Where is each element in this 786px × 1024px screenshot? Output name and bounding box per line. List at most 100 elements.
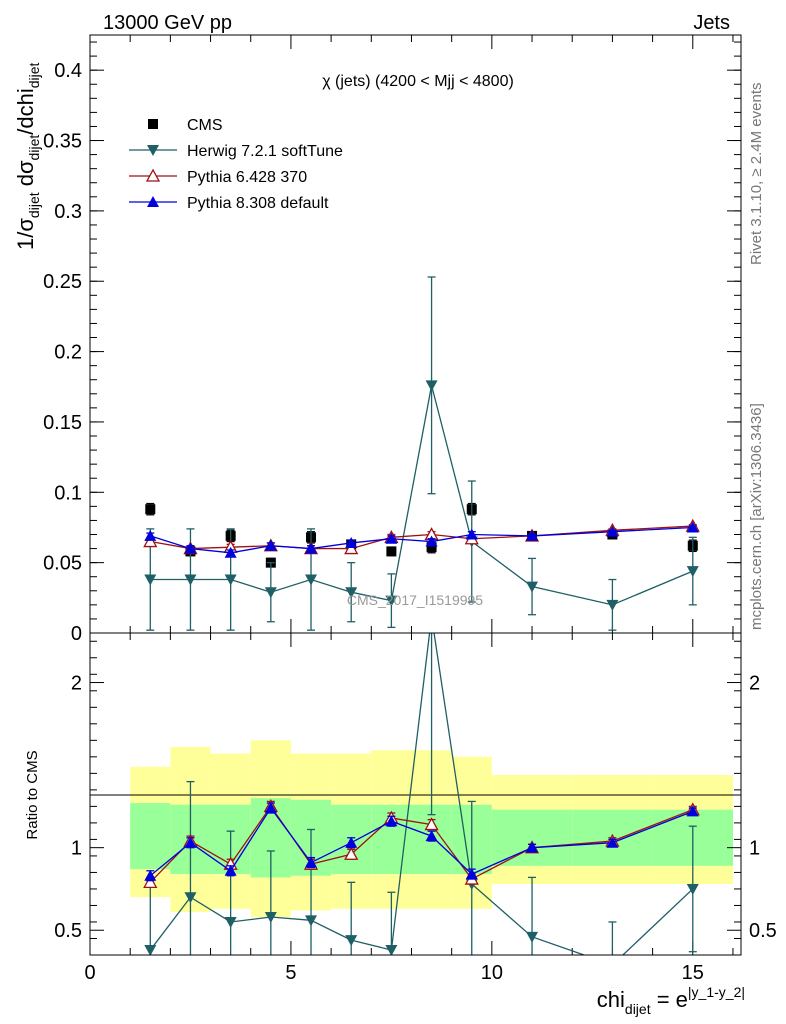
pythia-6-428-370-point (424, 817, 439, 831)
y-tick-label: 0.5 (54, 920, 82, 942)
herwig-7-2-1-softtune-point (426, 611, 438, 622)
pythia-8-308-default-point (425, 830, 438, 842)
herwig-7-2-1-softtune-line (149, 633, 694, 955)
pythia-8-308-default-point (305, 542, 318, 554)
herwig-7-2-1-softtune-point (606, 960, 618, 971)
y-tick-label: 0.2 (54, 342, 82, 364)
legend: CMS Herwig 7.2.1 softTune Pythia 6.428 370… (129, 117, 343, 212)
herwig-7-2-1-softtune-point (385, 595, 398, 607)
ratio-series (143, 611, 700, 971)
pythia-8-308-default-point (526, 841, 539, 853)
watermark: CMS_2017_I1519995 (347, 592, 483, 608)
herwig-7-2-1-softtune-point (224, 916, 237, 928)
header-right: Jets (693, 12, 730, 34)
legend-pythia-6-428-370-marker (145, 168, 161, 182)
band-inner-bin (491, 809, 573, 866)
pythia-8-308-default-point (385, 815, 398, 827)
herwig-7-2-1-softtune-point (305, 915, 318, 927)
pythia-8-308-default-point (224, 546, 237, 558)
pythia-8-308-default-point (686, 805, 699, 817)
main-y-axis-label: 1/σdijet dσdijet/dchidijet (13, 62, 42, 250)
main-panel: 0 0.05 0.1 0.15 0.2 0.25 0.3 0.35 0.4 χ (jets) (… (43, 34, 742, 645)
pythia-6-428-370-point (344, 541, 359, 555)
cms-point (426, 542, 437, 553)
herwig-7-2-1-softtune-point (264, 587, 277, 599)
pythia-8-308-default-point (465, 868, 478, 880)
herwig-7-2-1-softtune-point (606, 599, 619, 611)
y-tick-label: 0.4 (54, 60, 82, 82)
svg-text:chidijet = e|y_1-y_2|: chidijet = e|y_1-y_2| (597, 984, 745, 1017)
x-tick-label: 15 (682, 962, 704, 984)
pythia-8-308-default-point (606, 836, 619, 848)
herwig-7-2-1-softtune-line (150, 385, 694, 606)
pythia-8-308-default-point (465, 528, 478, 540)
pythia-8-308-default-point (345, 536, 358, 548)
legend-herwig-7-2-1-softtune-marker (147, 145, 159, 156)
mcplots-label: mcplots.cern.ch [arXiv:1306.3436] (748, 403, 765, 630)
rivet-label: Rivet 3.1.10, ≥ 2.4M events (748, 83, 765, 266)
pythia-8-308-default-line (149, 806, 694, 877)
herwig-7-2-1-softtune-point (184, 892, 197, 904)
main-series (143, 276, 700, 631)
herwig-7-2-1-softtune-point (305, 574, 318, 586)
y-tick-label-right: 1 (749, 838, 760, 860)
band-inner-bin (130, 803, 171, 870)
herwig-7-2-1-softtune-point (686, 566, 699, 578)
pythia-8-308-default-point (184, 836, 197, 848)
y-tick-label-right: 0.5 (749, 920, 777, 942)
herwig-7-2-1-softtune-point (224, 574, 237, 586)
cms-point (145, 504, 156, 515)
ratio-bands (130, 740, 733, 918)
pythia-8-308-default-point (425, 535, 438, 547)
y-tick-label: 0.35 (43, 131, 82, 153)
pythia-8-308-default-point (144, 529, 157, 541)
header-left: 13000 GeV pp (103, 12, 232, 34)
x-tick-label: 10 (481, 962, 503, 984)
pythia-8-308-default-point (606, 525, 619, 537)
svg-text:1/σdijet dσdijet/dchidijet: 1/σdijet dσdijet/dchidijet (13, 62, 42, 250)
legend-pythia-8-308-default-marker (147, 196, 159, 207)
y-tick-label: 0 (71, 623, 82, 645)
pythia-8-308-default-point (686, 521, 699, 533)
herwig-7-2-1-softtune-point (686, 883, 699, 895)
pythia-8-308-default-point (305, 856, 318, 868)
herwig-7-2-1-softtune-point (526, 931, 539, 943)
herwig-7-2-1-softtune-point (345, 587, 358, 599)
pythia-8-308-default-point (224, 864, 237, 876)
legend-cms-marker (148, 119, 158, 129)
pythia-8-308-default-point (264, 802, 277, 814)
y-tick-label: 0.25 (43, 271, 82, 293)
herwig-7-2-1-softtune-point (144, 574, 157, 586)
herwig-7-2-1-softtune-point (345, 935, 358, 947)
ratio-frame (89, 632, 742, 956)
legend-herwig-7-2-1-softtune-label: Herwig 7.2.1 softTune (187, 143, 343, 160)
y-tick-label: 0.1 (54, 482, 82, 504)
y-tick-label: 0.05 (43, 553, 82, 575)
pythia-8-308-default-line (150, 526, 693, 554)
x-axis-label: chidijet = e|y_1-y_2| (597, 984, 745, 1017)
cms-point (386, 546, 397, 557)
pythia-6-428-370-point (143, 874, 158, 888)
herwig-7-2-1-softtune-point (264, 912, 277, 924)
pythia-8-308-default-point (264, 539, 277, 551)
x-tick-label: 0 (84, 962, 95, 984)
pythia-8-308-default-point (345, 836, 358, 848)
y-tick-label: 1 (71, 838, 82, 860)
main-title: χ (jets) (4200 < Mjj < 4800) (322, 73, 514, 90)
herwig-7-2-1-softtune-point (184, 574, 197, 586)
herwig-7-2-1-softtune-point (526, 581, 539, 593)
legend-pythia-6-428-370-label: Pythia 6.428 370 (187, 169, 307, 186)
x-tick-label: 5 (285, 962, 296, 984)
herwig-7-2-1-softtune-point (385, 945, 398, 955)
pythia-8-308-default-point (526, 529, 539, 541)
ratio-y-label: Ratio to CMS (24, 750, 41, 839)
ratio-ticks: 0.5 0.5 1 1 2 2 0 5 10 15 (54, 633, 777, 984)
herwig-7-2-1-softtune-point (425, 380, 438, 392)
ratio-panel: 0.5 0.5 1 1 2 2 0 5 10 15 (54, 611, 777, 984)
pythia-8-308-default-point (144, 869, 157, 881)
y-tick-label: 0.3 (54, 201, 82, 223)
herwig-7-2-1-softtune-point (144, 945, 157, 955)
pythia-8-308-default-point (385, 532, 398, 544)
y-tick-label: 0.15 (43, 412, 82, 434)
pythia-6-428-370-point (344, 846, 359, 860)
